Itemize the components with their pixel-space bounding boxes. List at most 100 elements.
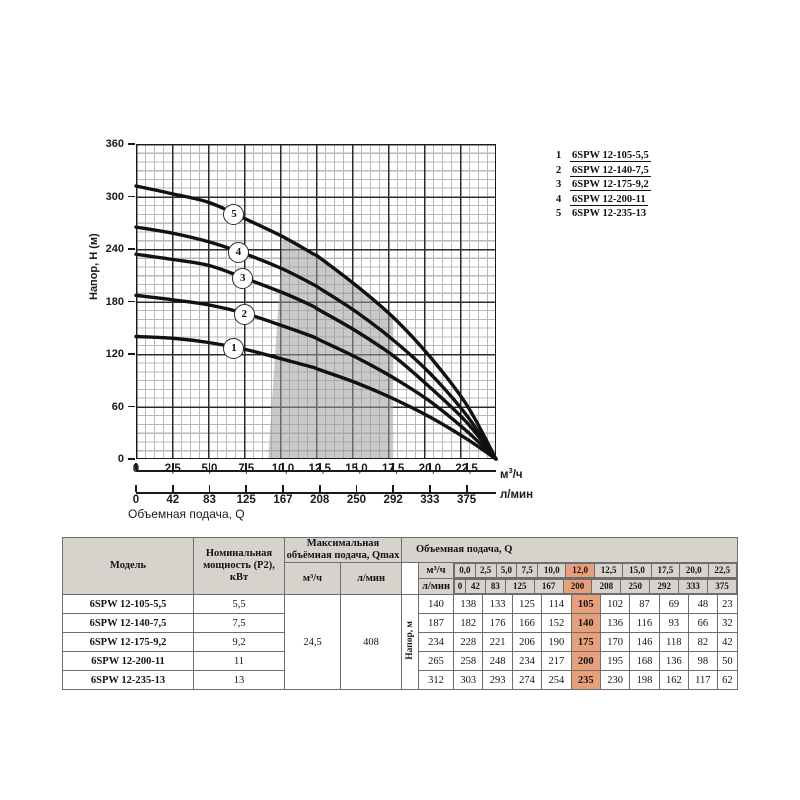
- x-primary-tick: [428, 463, 431, 470]
- y-tick-mark: [128, 195, 135, 198]
- flow-lmin-cell: 375: [707, 579, 737, 595]
- x-primary-tick: [208, 463, 211, 470]
- legend-label: 6SPW 12-105-5,5: [570, 150, 651, 162]
- x-primary-tick: [245, 463, 248, 470]
- y-tick-label: 180: [105, 295, 124, 308]
- legend-row: 2 6SPW 12-140-7,5: [556, 165, 651, 180]
- x-primary-label: 5,0: [201, 463, 218, 475]
- cell-head: 62: [716, 670, 739, 691]
- flow-m3h-cell: 7,5: [516, 563, 539, 579]
- cell-head: 114: [541, 594, 572, 615]
- flow-lmin-values: 0 42 83 125 167 200 208 250 292 333 375: [454, 579, 737, 595]
- head-axis-label: Напор, м: [405, 621, 415, 660]
- cell-power: 7,5: [193, 613, 285, 634]
- flow-lmin-cell: 200: [562, 579, 593, 595]
- table-row: 6SPW 12-105-5,5 5,5 24,5 408 Напор, м 140 138 1…: [62, 594, 739, 691]
- cell-head: 87: [629, 594, 660, 615]
- cell-head: 93: [658, 613, 690, 634]
- y-tick-mark: [128, 143, 135, 145]
- table-row: 6SPW 12-235-13 13 312 303 293 274 254 235 230 198…: [62, 670, 739, 691]
- flow-lmin-cell: 167: [533, 579, 564, 595]
- x-primary-label: 0: [132, 463, 140, 475]
- x-secondary-label: 250: [346, 494, 366, 506]
- cell-head: 138: [452, 594, 484, 615]
- y-tick-label: 60: [111, 400, 124, 413]
- cell-head: 312: [418, 670, 454, 691]
- x-secondary-tick: [318, 485, 321, 492]
- curve-marker-4: 4: [227, 241, 249, 263]
- cell-power: 9,2: [193, 632, 285, 653]
- th-unit-lmin: л/мин: [418, 578, 454, 596]
- x-primary-label: 2,5: [164, 463, 181, 475]
- cell-model: 6SPW 12-175-9,2: [62, 632, 194, 653]
- th-power: Номинальная мощность (P2), кВт: [193, 536, 285, 596]
- cell-head: 175: [570, 632, 601, 653]
- cell-power: 5,5: [193, 594, 285, 615]
- x-primary-line: [136, 470, 496, 472]
- flow-lmin-cell: 292: [649, 579, 680, 595]
- cell-head: 182: [452, 613, 484, 634]
- cell-head: 293: [482, 670, 513, 691]
- y-tick-label: 300: [105, 190, 124, 203]
- cell-head: 198: [629, 670, 660, 691]
- x-secondary-tick: [245, 485, 248, 492]
- cell-head: 48: [688, 594, 718, 615]
- cell-model: 6SPW 12-235-13: [62, 670, 194, 691]
- legend-number: 3: [556, 179, 562, 190]
- curve-marker-1: 1: [223, 337, 245, 359]
- legend-label: 6SPW 12-140-7,5: [570, 164, 651, 177]
- cell-head-label: Напор, м: [401, 594, 419, 691]
- y-tick-mark: [128, 248, 135, 250]
- cell-head: 221: [482, 632, 513, 653]
- specifications-table-wrap: Модель Номинальная мощность (P2), кВт Ма…: [62, 536, 739, 691]
- flow-m3h-cell: 17,5: [650, 563, 681, 579]
- curve-5: [134, 184, 498, 461]
- x-secondary-label: 83: [203, 494, 216, 506]
- legend-number: 1: [556, 150, 562, 161]
- cell-power: 11: [193, 651, 285, 672]
- flow-lmin-cell: 333: [678, 579, 709, 595]
- flow-lmin-cell: 42: [464, 579, 486, 595]
- cell-head: 42: [716, 632, 739, 653]
- cell-head: 98: [688, 651, 718, 672]
- cell-head: 140: [570, 613, 601, 634]
- x-axis-unit-m3h: м3/ч: [500, 466, 523, 481]
- x-secondary-label: 42: [166, 494, 180, 506]
- legend-label: 6SPW 12-175-9,2: [570, 179, 651, 191]
- cell-head: 176: [482, 613, 513, 634]
- cell-head: 140: [418, 594, 454, 615]
- chart-legend: 1 6SPW 12-105-5,5 2 6SPW 12-140-7,5 3 6SPW 12…: [556, 150, 651, 223]
- x-secondary-label: 167: [273, 494, 293, 506]
- cell-head: 50: [716, 651, 739, 672]
- flow-m3h-cell: 2,5: [474, 563, 497, 579]
- flow-lmin-cell: 125: [504, 579, 535, 595]
- x-primary-label: 20,0: [418, 463, 442, 475]
- legend-row: 3 6SPW 12-175-9,2: [556, 179, 651, 194]
- cell-head: 217: [541, 651, 572, 672]
- cell-head: 166: [511, 613, 543, 634]
- curve-2: [134, 293, 498, 461]
- flow-lmin-cell: 83: [484, 579, 506, 595]
- legend-row: 5 6SPW 12-235-13: [556, 208, 651, 223]
- x-axis-title: Объемная подача, Q: [128, 507, 245, 521]
- cell-head: 116: [629, 613, 660, 634]
- flow-m3h-cell: 15,0: [622, 563, 652, 579]
- table-head: Модель Номинальная мощность (P2), кВт Ма…: [62, 536, 738, 596]
- x-secondary-tick: [465, 485, 468, 492]
- y-tick-label: 0: [117, 453, 124, 465]
- table-row: 6SPW 12-175-9,2 9,2 234 228 221 206 190 175 170 1…: [62, 632, 739, 653]
- x-primary-label: 22,5: [455, 463, 478, 475]
- legend-number: 4: [556, 193, 562, 205]
- plot-area: 1 2 3 4 5: [134, 144, 498, 461]
- x-primary-label: 15,0: [345, 463, 368, 475]
- table-header-row-2: м³/ч л/мин м³/ч 0,0 2,5 5,0 7,5 10,0 12,0 12,5…: [63, 562, 738, 596]
- flow-lmin-cell: 208: [591, 579, 622, 595]
- x-primary-tick: [282, 463, 284, 470]
- curve-marker-3: 3: [232, 267, 254, 289]
- curve-marker-2: 2: [233, 303, 255, 325]
- flow-m3h-row-table: 0,0 2,5 5,0 7,5 10,0 12,0 12,5 15,0 17,5 20,0 22,5: [454, 563, 737, 579]
- cell-head: 265: [418, 651, 454, 672]
- legend-label: 6SPW 12-235-13: [572, 208, 647, 219]
- cell-head: 228: [452, 632, 484, 653]
